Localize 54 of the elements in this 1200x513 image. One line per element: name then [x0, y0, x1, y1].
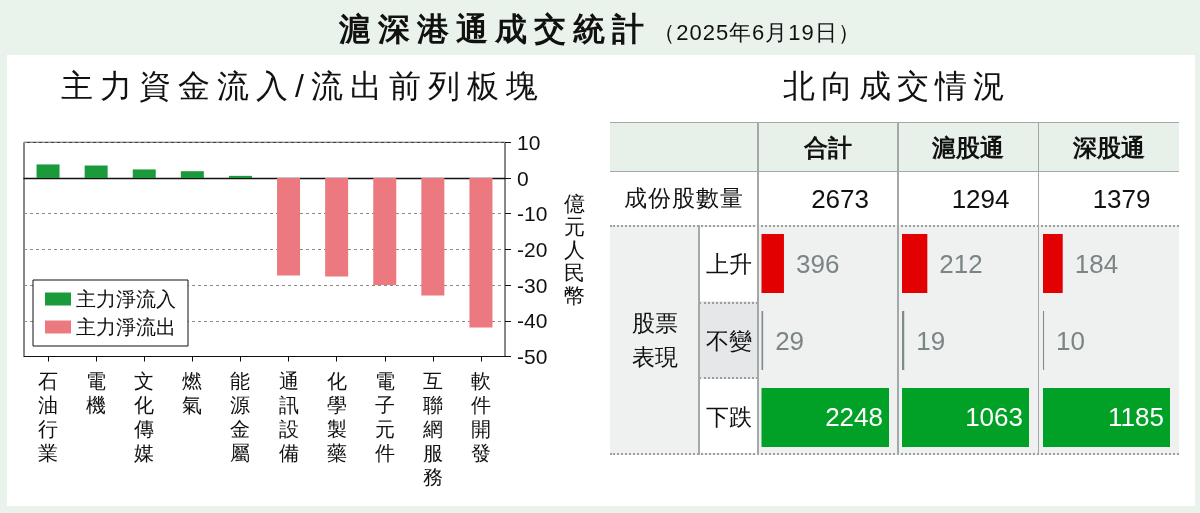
- text: 成份股數量: [624, 183, 744, 213]
- x-tick-label: 文化傳媒: [133, 368, 156, 465]
- y-tick-label: 上升: [705, 250, 752, 277]
- chart-title: 主力資金流入/流出前列板塊: [61, 67, 545, 106]
- data-label: 2248: [825, 401, 883, 432]
- y-tick-label: -40: [517, 309, 548, 333]
- x-tick-label: 軟件開發: [469, 368, 492, 465]
- data-label: 396: [795, 248, 840, 279]
- text: 1379: [1092, 183, 1150, 214]
- bar: [180, 171, 204, 178]
- x-tick-label: 互聯網服務: [421, 368, 444, 489]
- data-label: 1185: [1107, 401, 1164, 432]
- y-tick-label: 下跌: [705, 403, 752, 430]
- y-tick-label: -50: [517, 345, 548, 368]
- bar: [36, 164, 60, 178]
- y-tick-label: -30: [517, 273, 548, 297]
- y-tick-label: -20: [517, 237, 548, 261]
- bar: [277, 178, 301, 276]
- bar: [373, 178, 397, 286]
- x-tick-label: 石油行業: [37, 368, 60, 465]
- text: 北向成交情況: [783, 68, 1011, 104]
- data-label: 1063: [965, 401, 1023, 432]
- x-tick-label: 電機: [85, 368, 108, 417]
- data-label: 29: [775, 325, 805, 355]
- x-tick-label: 能源金屬: [229, 368, 252, 465]
- bar: [84, 165, 108, 178]
- x-tick-label: 電子元件: [373, 368, 396, 465]
- text: 1294: [951, 183, 1010, 214]
- y-tick-label: -10: [517, 202, 548, 226]
- y-tick-label: 0: [517, 166, 529, 190]
- data-label: 10: [1055, 325, 1085, 355]
- text: 2673: [811, 183, 869, 214]
- data-label: 184: [1074, 248, 1118, 279]
- data-label: 19: [916, 325, 946, 355]
- bar: [421, 178, 445, 296]
- bar: [469, 178, 493, 328]
- chart-title: 合計: [803, 133, 852, 160]
- y-tick-label: 不變: [705, 327, 752, 353]
- data-label: 212: [939, 248, 983, 279]
- x-tick-label: 通訊設備: [277, 368, 300, 465]
- legend-label: 主力淨流出: [76, 316, 176, 338]
- bar: [228, 175, 252, 178]
- chart-title: 深股通: [1071, 133, 1145, 160]
- y-tick-label: 10: [517, 130, 541, 154]
- x-tick-label: 燃氣: [181, 368, 204, 417]
- bar: [325, 178, 349, 277]
- legend-label: 主力淨流入: [76, 288, 176, 310]
- chart-title: 滬股通: [931, 133, 1005, 160]
- text: 股票表現: [630, 309, 679, 372]
- y-axis-title: 億元人民幣: [563, 191, 587, 307]
- bar: [132, 169, 156, 178]
- text: 滬深港通成交統計: [339, 11, 652, 47]
- text: （2025年6月19日）: [653, 20, 861, 45]
- x-tick-label: 化學製藥: [325, 368, 348, 465]
